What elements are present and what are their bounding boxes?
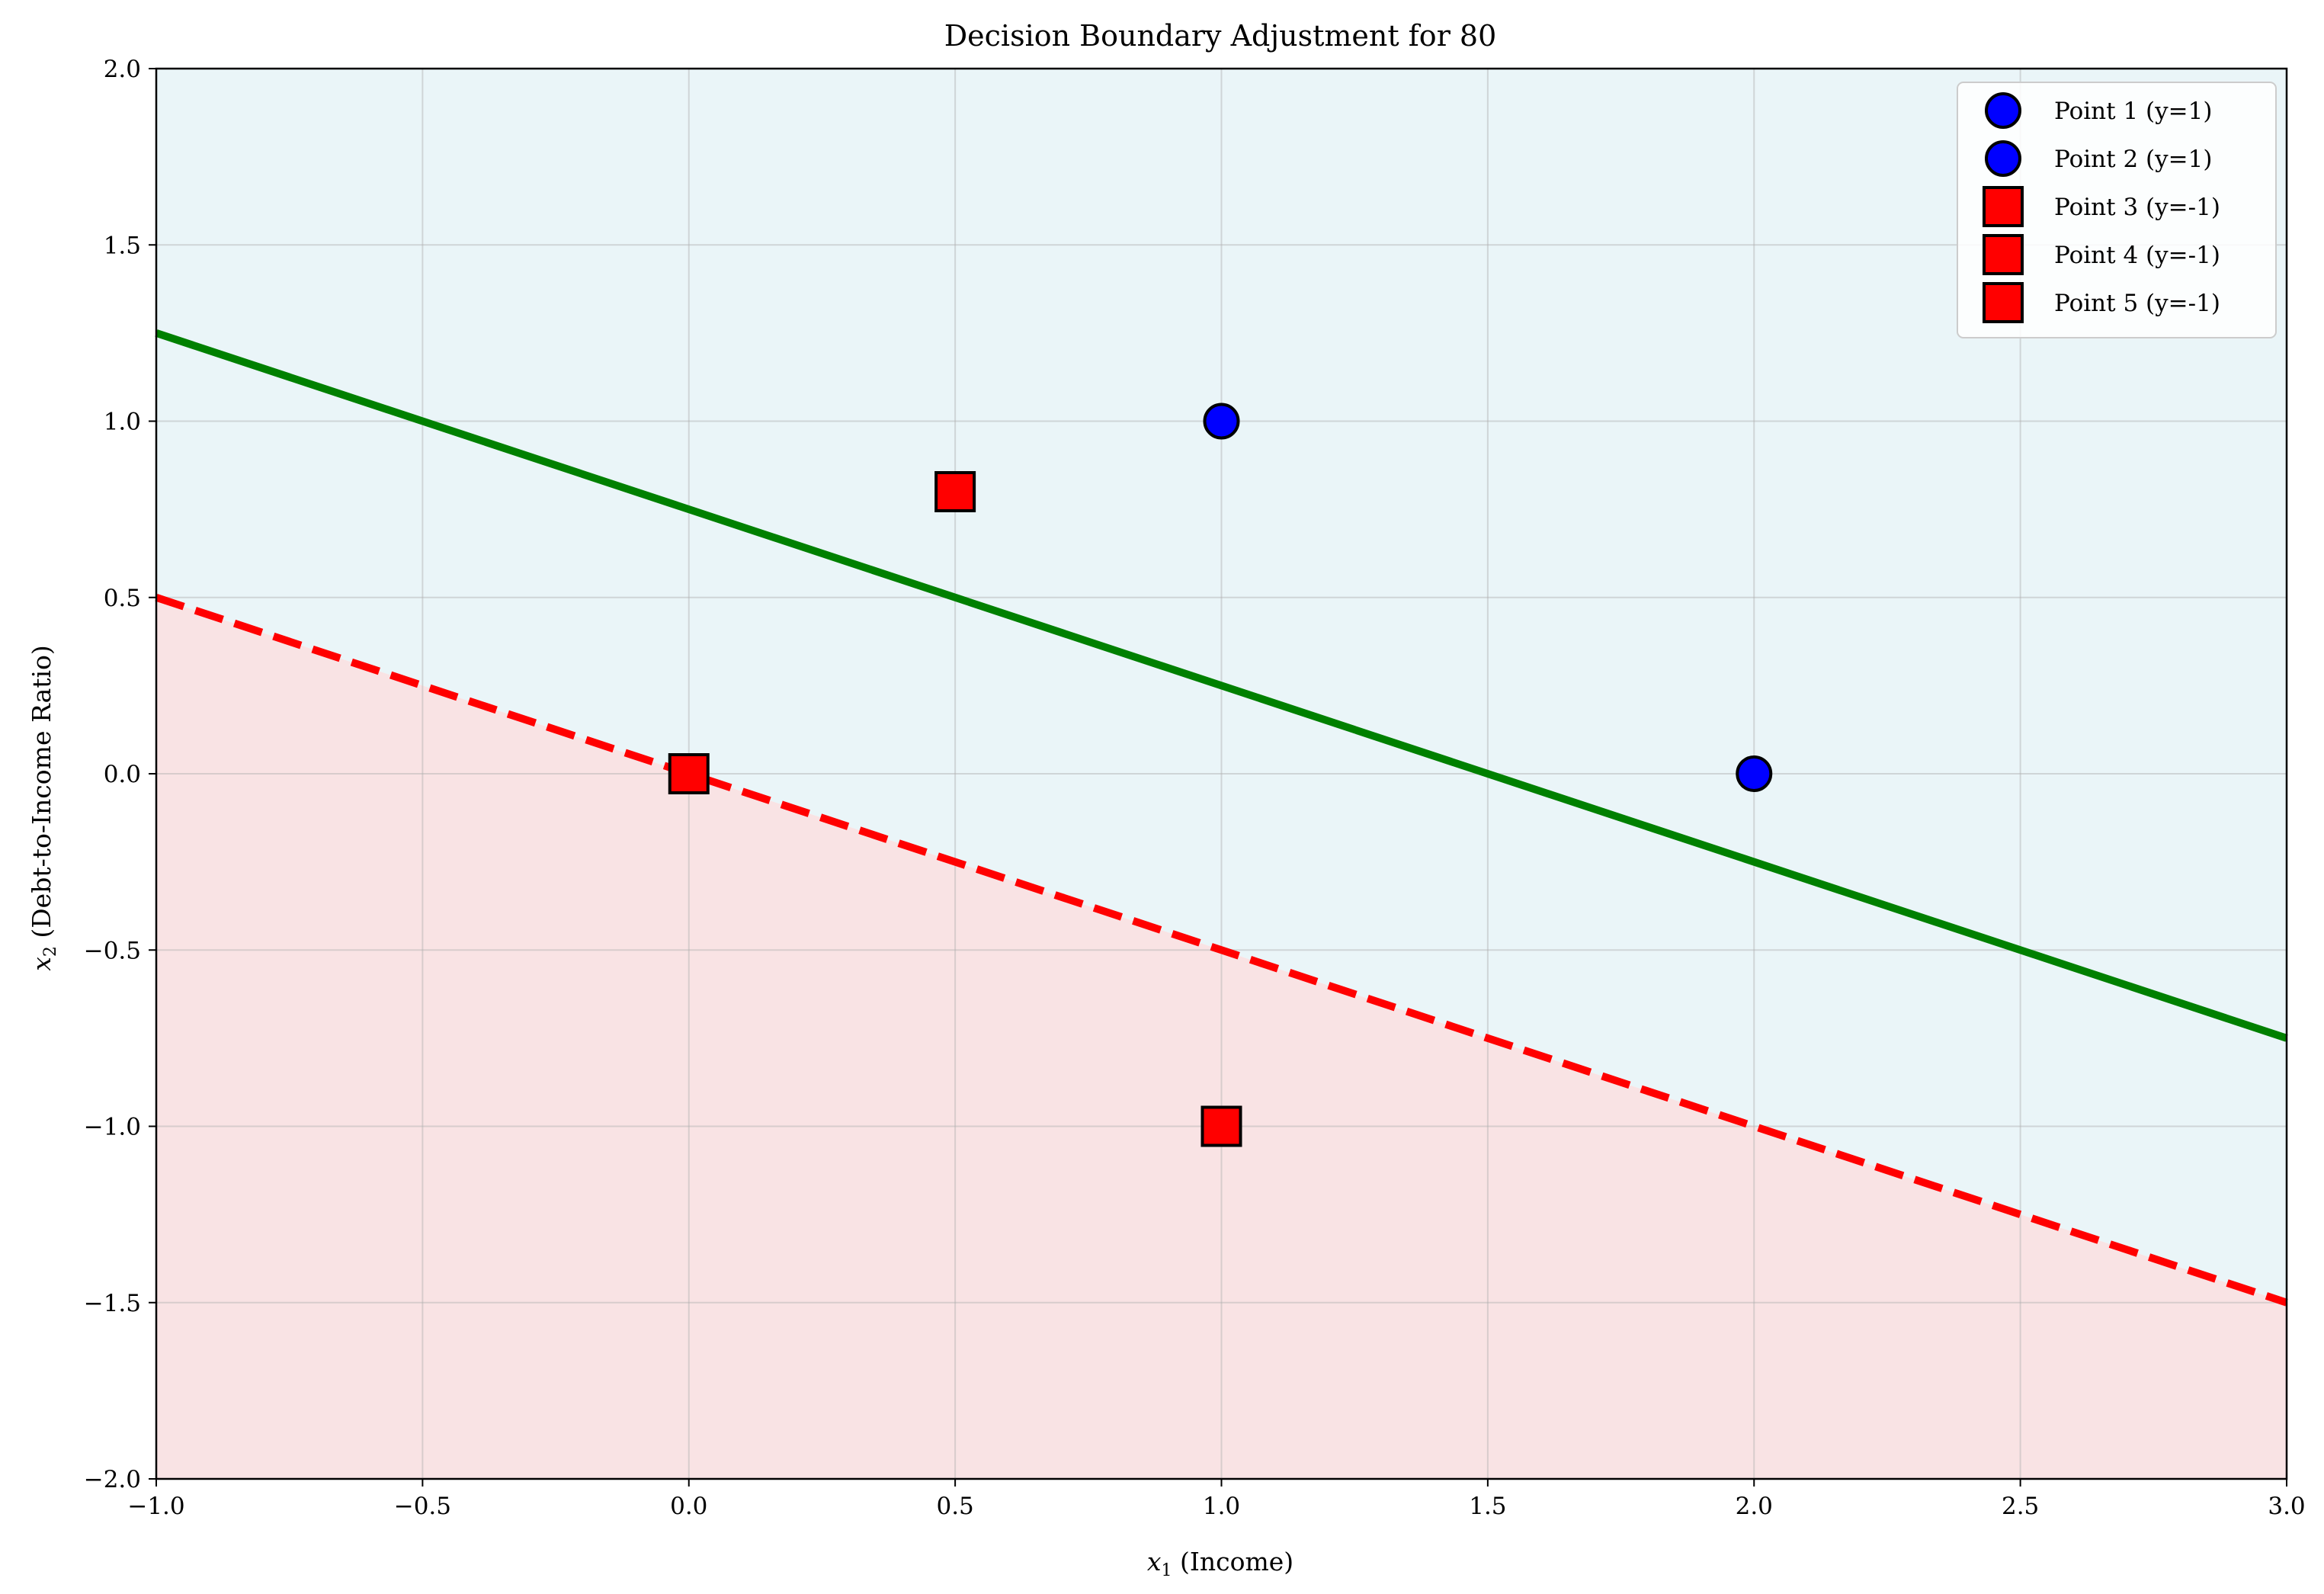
x-tick-label: −1.0	[127, 1493, 184, 1520]
legend: Point 1 (y=1) Point 2 (y=1) Point 3 (y=-1)…	[1957, 82, 2277, 338]
x-tick-label: −0.5	[394, 1493, 451, 1520]
y-tick-label: 1.5	[104, 232, 141, 259]
y-axis-label: x2 (Debt-to-Income Ratio)	[27, 645, 60, 971]
legend-marker	[1983, 234, 2024, 275]
legend-label: Point 2 (y=1)	[2054, 146, 2212, 173]
y-tick-label: 1.0	[104, 409, 141, 436]
legend-marker	[1983, 282, 2024, 323]
y-axis-label-symbol: x	[27, 957, 56, 971]
data-point	[1200, 1105, 1242, 1147]
data-point	[668, 753, 710, 794]
decision-boundary-solid	[155, 329, 2288, 1042]
y-tick-label: −1.0	[84, 1114, 141, 1141]
x-tick-label: 0.5	[936, 1493, 973, 1520]
y-axis-label-text: (Debt-to-Income Ratio)	[27, 645, 56, 946]
y-tick-label: −2.0	[84, 1466, 141, 1493]
y-tick-label: 0.0	[104, 761, 141, 788]
x-tick-label: 2.5	[2002, 1493, 2039, 1520]
x-axis-label-subscript: 1	[1161, 1561, 1172, 1580]
legend-label: Point 1 (y=1)	[2054, 98, 2212, 125]
x-tick-label: 0.0	[670, 1493, 707, 1520]
legend-marker	[1985, 92, 2021, 129]
legend-marker	[1983, 186, 2024, 227]
legend-label: Point 3 (y=-1)	[2054, 194, 2220, 221]
x-axis-label: x1 (Income)	[1147, 1547, 1293, 1580]
y-tick-label: 0.5	[104, 585, 141, 612]
data-point	[1736, 755, 1773, 792]
legend-marker	[1985, 140, 2021, 177]
x-tick-label: 1.5	[1469, 1493, 1506, 1520]
y-tick-label: −1.5	[84, 1290, 141, 1317]
legend-label: Point 5 (y=-1)	[2054, 290, 2220, 317]
y-axis-label-subscript: 2	[41, 946, 60, 957]
chart-title: Decision Boundary Adjustment for 80	[944, 19, 1497, 53]
legend-label: Point 4 (y=-1)	[2054, 242, 2220, 269]
x-axis-label-symbol: x	[1147, 1547, 1162, 1576]
data-point	[1203, 403, 1240, 440]
y-tick-label: −0.5	[84, 937, 141, 964]
x-tick-label: 1.0	[1203, 1493, 1240, 1520]
legend-box	[1957, 82, 2277, 338]
plot-area: −1.0 −0.5 0.0 0.5 1.0 1.5 2.0 2.5 3.0 −2.0 −1.5 −1.…	[84, 56, 2306, 1520]
x-axis-label-text: (Income)	[1172, 1547, 1293, 1576]
x-tick-label: 2.0	[1736, 1493, 1773, 1520]
decision-boundary-dashed	[155, 594, 2288, 1307]
x-tick-label: 3.0	[2268, 1493, 2305, 1520]
data-point	[934, 471, 976, 512]
region-below	[156, 597, 2287, 1479]
y-tick-label: 2.0	[104, 56, 141, 83]
